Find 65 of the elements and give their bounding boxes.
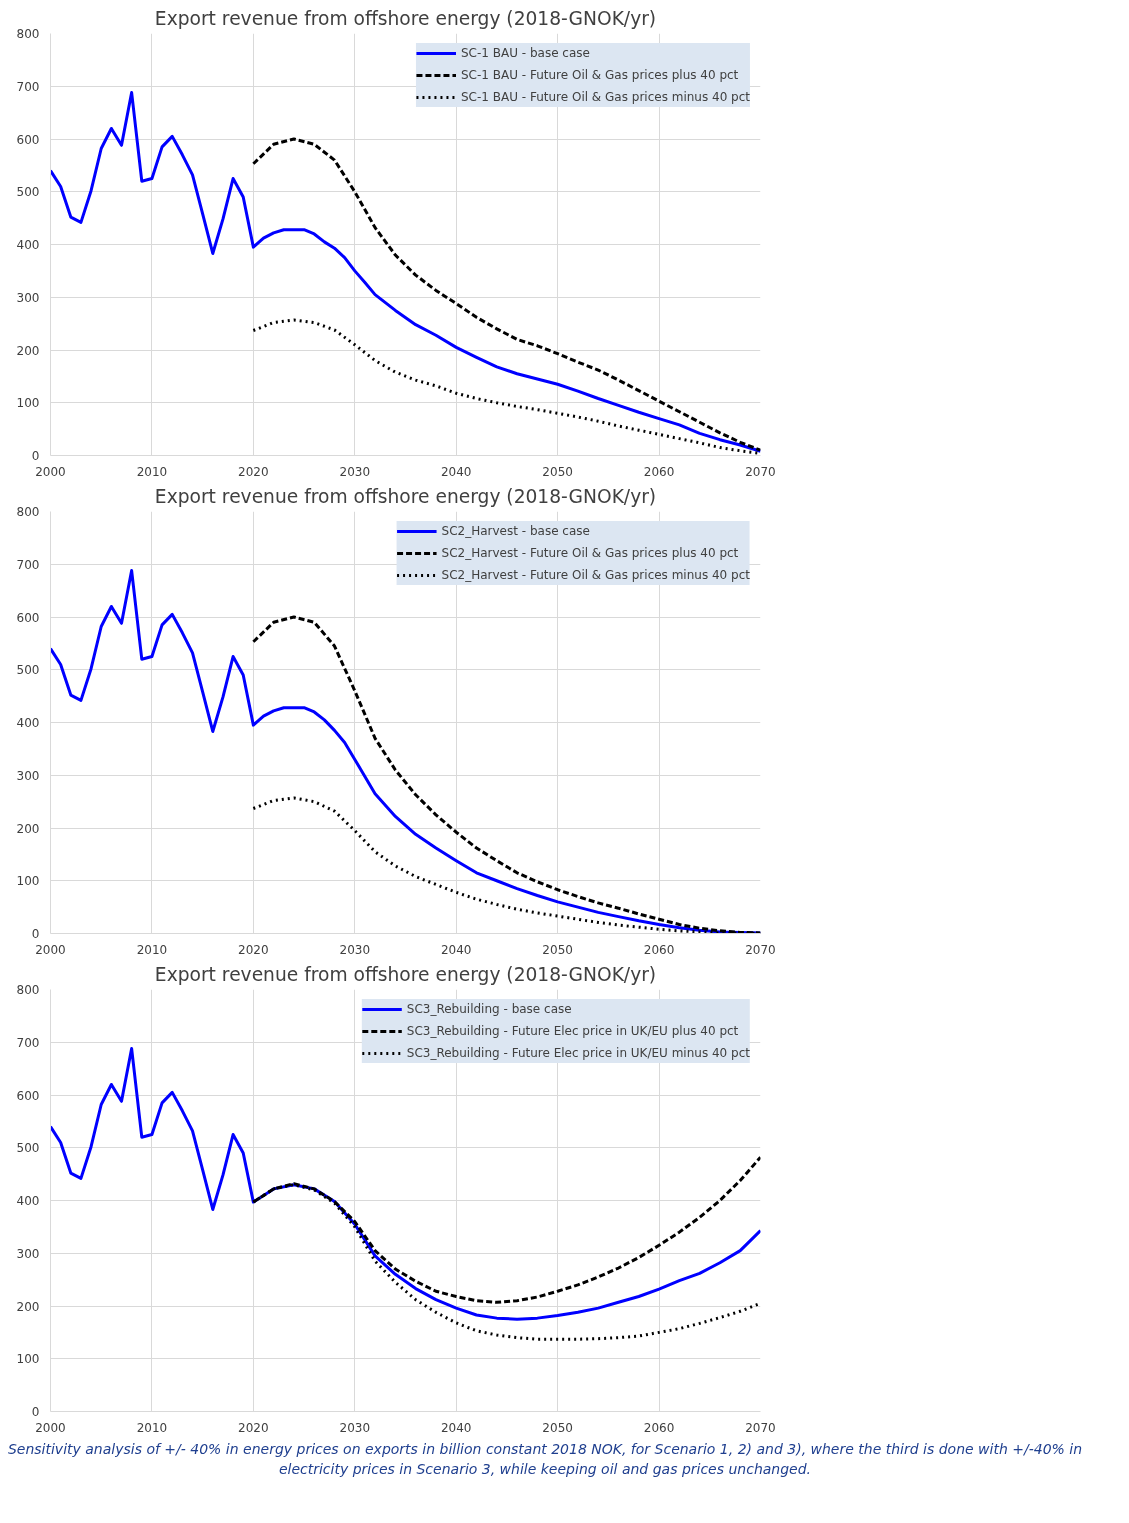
y-tick-label: 400 [16,716,40,730]
y-tick-label: 700 [16,79,40,94]
x-tick-label: 2000 [35,464,66,479]
y-tick-label: 700 [16,557,40,572]
x-tick-label: 2000 [35,1420,66,1435]
x-tick-label: 2020 [238,464,269,479]
y-tick-label: 100 [16,1352,40,1367]
y-tick-label: 800 [16,27,40,41]
y-tick-label: 500 [16,1141,40,1156]
y-tick-label: 100 [16,396,40,411]
x-tick-label: 2000 [35,942,66,957]
x-tick-label: 2050 [542,1420,573,1435]
x-tick-label: 2030 [339,1420,371,1435]
y-tick-label: 300 [16,768,40,783]
line-series [251,137,761,452]
y-tick-label: 600 [16,610,40,625]
y-tick-label: 600 [16,1088,40,1103]
x-tick-label: 2010 [136,942,168,957]
legend-label: SC2_Harvest - Future Oil & Gas prices minus 40 pct [441,568,750,582]
y-tick-label: 200 [16,343,40,358]
y-tick-label: 500 [16,663,40,678]
chart-title: Export revenue from offshore energy (2018-GNOK/yr) [154,963,657,985]
text: Sensitivity analysis of +/- 40% in energy prices on exports in billion constant 2018 NOK, for Scenario 1, 2) and 3), where the third is done with +/-40% in electricity prices in Scenario 3, while keeping oil and gas prices unchanged. [6,1440,1084,1479]
legend-label: SC-1 BAU - base case [460,46,590,60]
legend-label: SC3_Rebuilding - Future Elec price in UK/EU plus 40 pct [406,1024,739,1038]
y-tick-label: 100 [16,874,40,889]
x-tick-label: 2070 [745,464,776,479]
x-tick-label: 2060 [643,464,675,479]
legend-label: SC-1 BAU - Future Oil & Gas prices minus 40 pct [460,90,750,104]
legend-label: SC-1 BAU - Future Oil & Gas prices plus 40 pct [460,68,739,82]
legend-label: SC3_Rebuilding - Future Elec price in UK/EU minus 40 pct [406,1046,750,1060]
y-tick-label: 200 [16,821,40,836]
y-tick-label: 0 [31,1405,40,1419]
x-tick-label: 2060 [643,942,675,957]
y-tick-label: 300 [16,290,40,305]
chart-title: Export revenue from offshore energy (2018-GNOK/yr) [154,485,657,507]
y-tick-label: 800 [16,983,40,997]
y-tick-label: 500 [16,185,40,200]
y-tick-label: 800 [16,505,40,519]
y-tick-label: 0 [31,927,40,941]
x-tick-label: 2020 [238,942,269,957]
x-tick-label: 2070 [745,942,776,957]
y-tick-label: 700 [16,1035,40,1050]
x-tick-label: 2010 [136,464,168,479]
chart-title: Export revenue from offshore energy (2018-GNOK/yr) [154,7,657,29]
legend-label: SC2_Harvest - Future Oil & Gas prices plus 40 pct [441,546,739,560]
y-tick-label: 400 [16,1194,40,1208]
x-tick-label: 2060 [643,1420,675,1435]
x-tick-label: 2020 [238,1420,269,1435]
x-tick-label: 2040 [440,1420,472,1435]
legend-label: SC3_Rebuilding - base case [406,1002,572,1016]
x-tick-label: 2010 [136,1420,168,1435]
x-tick-label: 2050 [542,464,573,479]
y-tick-label: 600 [16,132,40,147]
y-tick-label: 300 [16,1246,40,1261]
y-tick-label: 400 [16,238,40,252]
y-tick-label: 0 [31,449,40,463]
x-tick-label: 2070 [745,1420,776,1435]
x-tick-label: 2050 [542,942,573,957]
x-tick-label: 2030 [339,942,371,957]
y-tick-label: 200 [16,1299,40,1314]
x-tick-label: 2030 [339,464,371,479]
x-tick-label: 2040 [440,464,472,479]
x-tick-label: 2040 [440,942,472,957]
legend-label: SC2_Harvest - base case [441,524,590,538]
